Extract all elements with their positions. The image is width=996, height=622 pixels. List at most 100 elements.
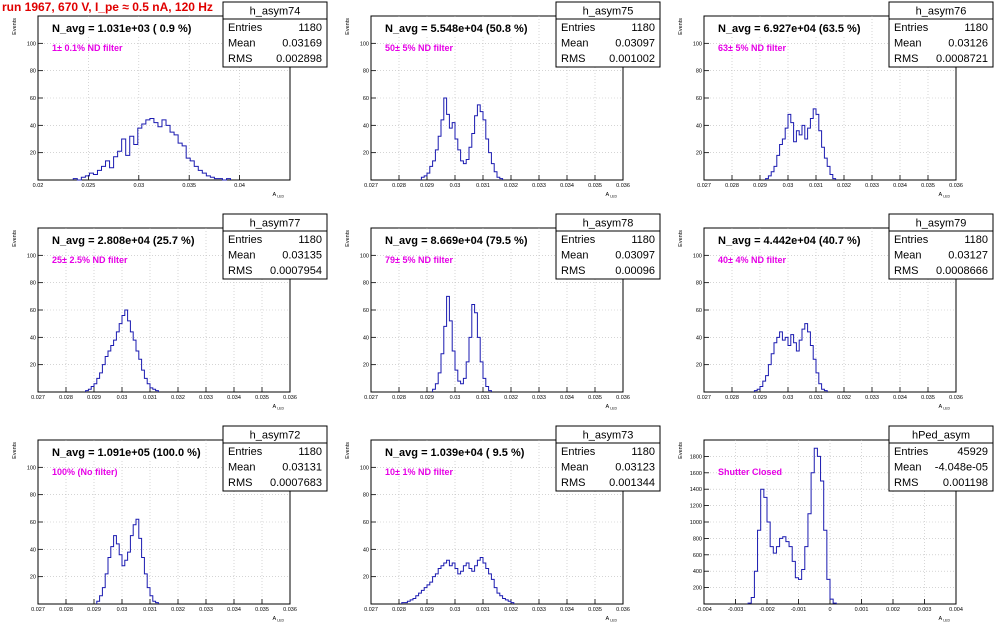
stats-label: Mean xyxy=(228,462,256,474)
histogram-line xyxy=(432,295,492,392)
stats-label: RMS xyxy=(894,477,918,489)
x-tick-label: 0.03 xyxy=(450,183,461,189)
filter-annotation: 63± 5% ND filter xyxy=(718,43,786,53)
stats-label: RMS xyxy=(561,265,585,277)
x-tick-label: 0.036 xyxy=(616,607,630,613)
y-tick-label: 80 xyxy=(363,493,369,499)
x-tick-label: 0.034 xyxy=(893,183,907,189)
stats-label: Entries xyxy=(228,234,263,246)
stats-label: RMS xyxy=(228,265,252,277)
stats-label: Mean xyxy=(561,462,589,474)
y-tick-label: 100 xyxy=(360,465,369,471)
histogram-panel-hPed_asym: -0.004 -0.003 -0.002 -0.001 0 0.001 0.002 0.003… xyxy=(678,425,994,622)
y-tick-label: 20 xyxy=(30,151,36,157)
stats-value: -4.048e-05 xyxy=(935,462,988,474)
y-tick-label: 20 xyxy=(30,363,36,369)
stats-label: RMS xyxy=(561,477,585,489)
stats-value: 0.0008721 xyxy=(936,53,988,65)
x-tick-label: 0.032 xyxy=(171,607,185,613)
y-tick-label: 40 xyxy=(696,335,702,341)
stats-title: h_asym78 xyxy=(583,218,634,230)
histogram-line xyxy=(85,309,159,392)
x-tick-label: 0.027 xyxy=(697,395,711,401)
stats-label: Mean xyxy=(561,38,589,50)
y-tick-label: 100 xyxy=(693,253,702,259)
stats-label: RMS xyxy=(561,53,585,65)
x-tick-label: 0.033 xyxy=(865,395,879,401)
x-tick-label: 0.028 xyxy=(725,183,739,189)
title-box xyxy=(374,19,534,36)
x-axis-label: A LED xyxy=(273,192,285,199)
y-tick-label: 40 xyxy=(30,123,36,129)
x-tick-label: 0.03 xyxy=(450,395,461,401)
stats-value: 1180 xyxy=(964,234,988,246)
y-tick-label: 60 xyxy=(363,96,369,102)
stats-label: Entries xyxy=(561,22,596,34)
x-tick-label: 0.036 xyxy=(283,395,297,401)
x-tick-label: 0.03 xyxy=(117,607,128,613)
histogram-title: N_avg = 4.442e+04 (40.7 %) xyxy=(718,235,861,247)
stats-title: hPed_asym xyxy=(912,430,970,442)
stats-value: 0.00096 xyxy=(615,265,655,277)
x-tick-label: 0.031 xyxy=(476,607,490,613)
stats-value: 0.03131 xyxy=(282,462,322,474)
stats-value: 1180 xyxy=(964,22,988,34)
stats-value: 0.001002 xyxy=(609,53,655,65)
x-axis-label: A LED xyxy=(606,404,618,411)
x-tick-label: 0.033 xyxy=(532,607,546,613)
x-tick-label: 0.029 xyxy=(87,395,101,401)
y-tick-label: 80 xyxy=(30,493,36,499)
x-axis-label: A LED xyxy=(273,404,285,411)
histogram-line xyxy=(72,118,232,181)
y-axis-label: Events xyxy=(345,442,351,459)
x-tick-label: 0.03 xyxy=(450,607,461,613)
stats-value: 0.03123 xyxy=(615,462,655,474)
stats-box xyxy=(555,442,661,492)
filter-annotation: 1± 0.1% ND filter xyxy=(52,43,123,53)
stats-box xyxy=(222,18,328,68)
y-axis-label: Events xyxy=(678,442,684,459)
y-tick-label: 100 xyxy=(27,41,36,47)
stats-value: 0.001198 xyxy=(943,477,988,489)
histogram-line xyxy=(747,447,837,604)
y-tick-label: 200 xyxy=(693,586,702,592)
x-tick-label: 0.029 xyxy=(420,395,434,401)
y-tick-label: 60 xyxy=(30,308,36,314)
stats-label: Mean xyxy=(561,250,589,262)
y-tick-label: 100 xyxy=(360,41,369,47)
y-axis-label: Events xyxy=(12,18,18,35)
histogram-title: N_avg = 8.669e+04 (79.5 %) xyxy=(385,235,528,247)
title-box xyxy=(41,443,201,460)
stats-title: h_asym74 xyxy=(250,6,301,18)
x-tick-label: 0.028 xyxy=(392,395,406,401)
x-tick-label: 0.035 xyxy=(255,607,269,613)
y-axis-label: Events xyxy=(345,18,351,35)
histogram-title: N_avg = 5.548e+04 (50.8 %) xyxy=(385,23,528,35)
x-tick-label: 0.03 xyxy=(783,183,794,189)
stats-label: RMS xyxy=(228,477,252,489)
stats-value: 0.03127 xyxy=(948,250,988,262)
x-tick-label: 0.035 xyxy=(588,395,602,401)
x-tick-label: 0.027 xyxy=(31,395,45,401)
y-tick-label: 80 xyxy=(696,69,702,75)
x-tick-label: 0.031 xyxy=(476,395,490,401)
x-tick-label: 0.035 xyxy=(588,183,602,189)
x-axis-label: A LED xyxy=(939,404,951,411)
title-box xyxy=(707,231,867,248)
x-tick-label: 0.03 xyxy=(117,395,128,401)
stats-label: Mean xyxy=(228,250,256,262)
stats-value: 0.002898 xyxy=(276,53,322,65)
x-tick-label: 0.035 xyxy=(182,183,196,189)
x-tick-label: 0.002 xyxy=(886,607,900,613)
y-tick-label: 100 xyxy=(693,41,702,47)
x-tick-label: 0.035 xyxy=(921,395,935,401)
x-axis-label: A LED xyxy=(939,192,951,199)
stats-label: Mean xyxy=(228,38,256,50)
x-tick-label: 0.034 xyxy=(893,395,907,401)
y-tick-label: 20 xyxy=(696,151,702,157)
x-tick-label: 0.003 xyxy=(918,607,932,613)
stats-value: 0.03097 xyxy=(615,38,655,50)
x-tick-label: 0.027 xyxy=(697,183,711,189)
y-tick-label: 60 xyxy=(30,520,36,526)
histogram-title: N_avg = 2.808e+04 (25.7 %) xyxy=(52,235,195,247)
